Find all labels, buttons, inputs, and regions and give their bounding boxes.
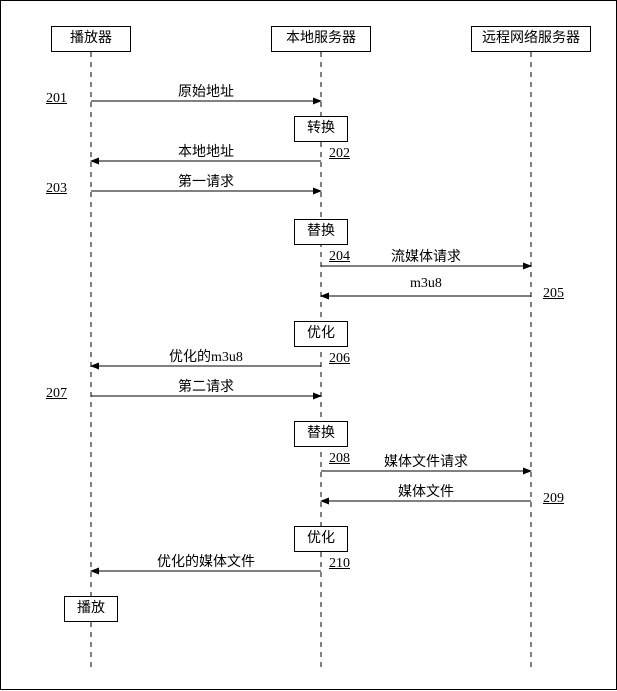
step-number: 205: [543, 286, 564, 302]
step-number: 202: [329, 146, 350, 162]
step-number: 203: [46, 181, 67, 197]
message-label: m3u8: [366, 276, 486, 292]
activation-box: 播放: [64, 596, 118, 622]
message-label: 流媒体请求: [366, 246, 486, 266]
activation-box: 优化: [294, 526, 348, 552]
lifeline-player: 播放器: [51, 26, 131, 52]
lifeline-remote: 远程网络服务器: [471, 26, 591, 52]
sequence-diagram-canvas: 播放器 本地服务器 远程网络服务器原始地址 201 本地地址第一请求 203 流媒体请求 m3…: [0, 0, 617, 690]
activation-box: 替换: [294, 219, 348, 245]
activation-box: 优化: [294, 321, 348, 347]
message-label: 媒体文件: [366, 481, 486, 501]
message-label: 第二请求: [146, 376, 266, 396]
message-label: 优化的m3u8: [146, 346, 266, 366]
message-label: 优化的媒体文件: [146, 551, 266, 571]
message-label: 第一请求: [146, 171, 266, 191]
message-label: 本地地址: [146, 141, 266, 161]
step-number: 209: [543, 491, 564, 507]
activation-box: 转换: [294, 116, 348, 142]
message-label: 原始地址: [146, 81, 266, 101]
step-number: 206: [329, 351, 350, 367]
step-number: 201: [46, 91, 67, 107]
step-number: 210: [329, 556, 350, 572]
message-label: 媒体文件请求: [366, 451, 486, 471]
step-number: 204: [329, 249, 350, 265]
step-number: 208: [329, 451, 350, 467]
lifeline-local: 本地服务器: [271, 26, 371, 52]
activation-box: 替换: [294, 421, 348, 447]
step-number: 207: [46, 386, 67, 402]
